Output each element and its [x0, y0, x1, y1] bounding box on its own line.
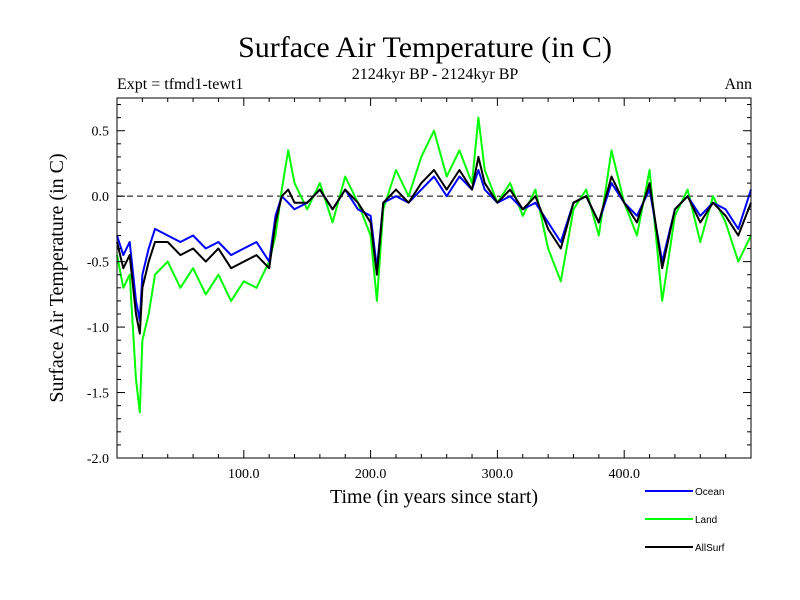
chart-title: Surface Air Temperature (in C) [238, 31, 612, 64]
plot-frame [116, 97, 752, 459]
series-line-ocean [116, 169, 752, 322]
legend-entry-ocean: Ocean [645, 487, 724, 498]
legend: Ocean Land AllSurf [645, 487, 725, 554]
legend-label: AllSurf [695, 543, 725, 554]
y-tick-label: -1.5 [87, 387, 109, 402]
y-tick-label: 0.0 [92, 190, 110, 205]
series-line-land [116, 116, 752, 414]
season-label: Ann [724, 76, 752, 93]
legend-label: Ocean [695, 487, 724, 498]
legend-label: Land [695, 515, 717, 526]
y-tick-label: 0.5 [92, 125, 110, 140]
y-tick-label: -1.0 [87, 321, 109, 336]
x-tick-label: 400.0 [608, 467, 640, 482]
legend-entry-land: Land [645, 515, 717, 526]
x-tick-label: 100.0 [228, 467, 260, 482]
legend-entry-allsurf: AllSurf [645, 543, 725, 554]
x-tick-label: 300.0 [482, 467, 514, 482]
x-axis-label: Time (in years since start) [330, 486, 538, 508]
series-line-allsurf [116, 155, 752, 335]
y-tick-label: -0.5 [87, 256, 109, 271]
y-tick-label: -2.0 [87, 452, 109, 467]
experiment-label: Expt = tfmd1-tewt1 [117, 76, 243, 93]
x-tick-label: 200.0 [355, 467, 387, 482]
chart-subtitle: 2124kyr BP - 2124kyr BP [352, 66, 519, 83]
y-axis-label: Surface Air Temperature (in C) [46, 153, 68, 402]
